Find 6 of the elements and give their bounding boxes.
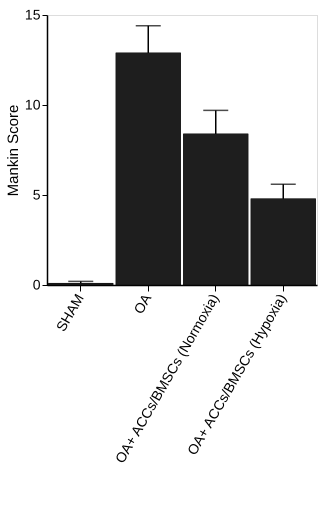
y-axis-title: Mankin Score (4, 104, 22, 196)
y-tick-label: 10 (24, 96, 41, 112)
y-tick-label: 0 (32, 276, 41, 292)
y-tick-label: 15 (24, 6, 41, 22)
x-tick-label: OA (130, 290, 155, 317)
y-tick-label: 5 (32, 186, 41, 202)
